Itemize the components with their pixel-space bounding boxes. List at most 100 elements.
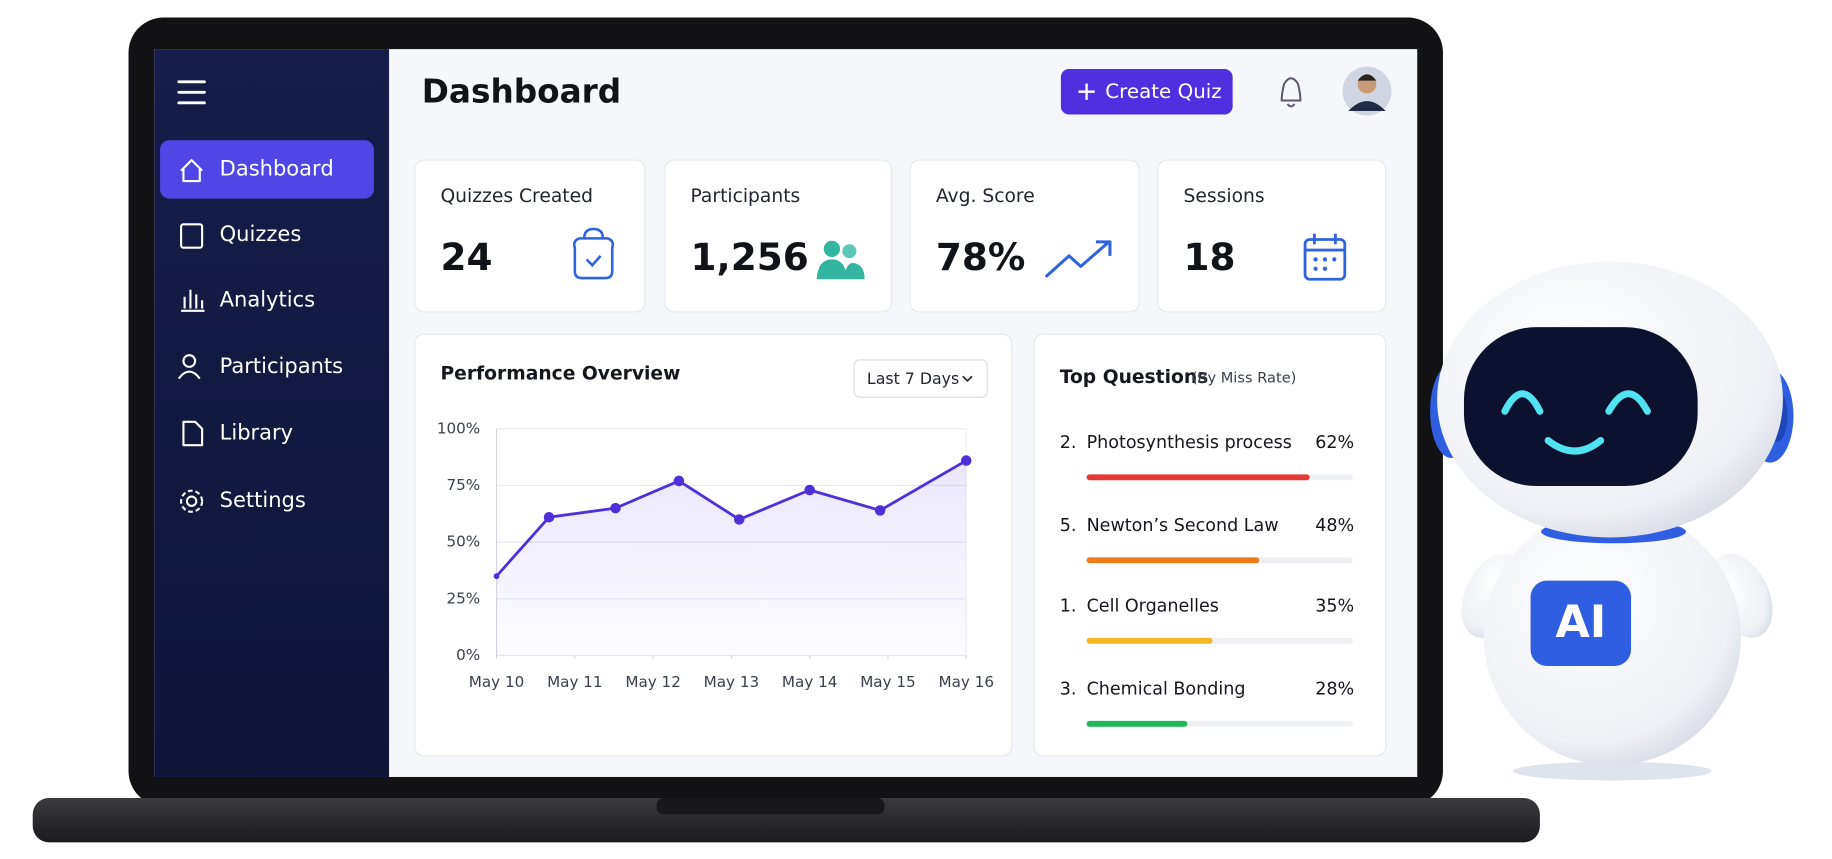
calendar-dot [1313, 266, 1318, 271]
dropdown-caret [962, 375, 973, 383]
calendar-dot [1322, 266, 1328, 271]
x-tick-label: May 13 [704, 673, 760, 691]
avatar-hair [1357, 74, 1377, 81]
library-icon [182, 420, 204, 447]
settings-icon [180, 489, 204, 513]
nav-item[interactable]: Participants [220, 353, 343, 378]
point [733, 514, 745, 525]
robot-visor [1463, 327, 1698, 487]
stat-value: 24 [440, 235, 492, 279]
question-text: Cell Organelles [1087, 596, 1219, 616]
robot-mouth [1544, 436, 1605, 455]
questions-title: Top Questions [1060, 367, 1209, 388]
home-icon [180, 159, 203, 183]
participants-icon [842, 244, 857, 259]
x-tick-label: May 16 [938, 673, 994, 691]
point [960, 455, 972, 466]
nav-item[interactable]: Settings [220, 487, 306, 512]
y-tick-label: 75% [446, 476, 480, 494]
stat-card [1157, 159, 1387, 313]
dropdown-label: Last 7 Days [867, 369, 959, 388]
miss-rate-bar [1086, 557, 1260, 564]
quiz-stat-icon [585, 255, 602, 268]
range-dropdown[interactable]: Last 7 Days [853, 359, 988, 398]
laptop-notch [656, 798, 885, 815]
analytics-icon [181, 289, 205, 312]
people-icon [177, 370, 201, 380]
stat-card [909, 159, 1140, 313]
point [804, 484, 815, 496]
robot-badge-label: AI [1555, 597, 1606, 648]
question-list: 2. Photosynthesis process 62% 5. Newton’s Se… [1060, 433, 1354, 727]
x-tick-label: May 10 [469, 673, 525, 691]
page-title: Dashboard [422, 72, 621, 110]
stat-label: Avg. Score [936, 186, 1035, 207]
people-icon [182, 354, 197, 368]
point [543, 511, 555, 523]
create-quiz-button[interactable]: Create Quiz [1060, 68, 1233, 115]
robot: AI [1430, 261, 1794, 781]
stat-value: 18 [1184, 235, 1236, 279]
calendar-icon [1305, 233, 1345, 252]
stat-label: Participants [691, 186, 801, 207]
quiz-stat-icon [572, 227, 615, 280]
x-tick-label: May 12 [625, 673, 681, 691]
y-tick-label: 25% [446, 589, 480, 607]
robot-shadow [1513, 761, 1712, 781]
robot-badge [1530, 580, 1632, 666]
menu-button[interactable] [177, 80, 206, 105]
calendar-dot [1332, 257, 1337, 262]
bell-icon[interactable] [1280, 77, 1302, 108]
participants-icon [823, 240, 841, 258]
question-text: Newton’s Second Law [1087, 516, 1279, 536]
stat-label: Quizzes Created [440, 186, 592, 207]
quiz-icon [180, 223, 204, 249]
x-tick-label: May 15 [860, 673, 916, 691]
questions-subtitle: (By Miss Rate) [1192, 370, 1297, 387]
nav-icons [177, 159, 205, 513]
miss-rate: 28% [1315, 679, 1354, 699]
miss-rate: 48% [1315, 516, 1354, 536]
plot: 0% 25% 50% 75% 100% May 10 May 11 May 12 May 13 M… [437, 419, 994, 691]
question-rank: 1. [1060, 596, 1077, 616]
miss-rate-bar [1086, 637, 1213, 644]
nav-item[interactable]: Quizzes [220, 221, 302, 246]
button-bg [1060, 68, 1233, 115]
miss-rate-bar [1086, 720, 1188, 727]
avatar[interactable] [1342, 66, 1392, 116]
question-text: Chemical Bonding [1087, 679, 1246, 699]
settings-icon [185, 495, 198, 507]
x-tick-label: May 14 [782, 673, 838, 691]
question-rank: 2. [1060, 433, 1077, 453]
stat-value: 78% [936, 235, 1025, 279]
robot-eye [1605, 390, 1651, 415]
chart-title: Performance Overview [440, 363, 680, 384]
y-tick-label: 100% [437, 419, 480, 437]
point [610, 502, 621, 514]
y-tick-label: 50% [446, 533, 480, 551]
calendar-dot [1313, 257, 1318, 262]
miss-rate-bar [1086, 474, 1310, 481]
nav-item[interactable]: Dashboard [220, 155, 334, 180]
plus-icon [1078, 83, 1095, 100]
miss-rate: 35% [1315, 596, 1354, 616]
nav-item[interactable]: Analytics [220, 286, 315, 311]
robot-face [1501, 390, 1651, 455]
point [874, 505, 886, 516]
robot-eye [1501, 390, 1544, 415]
laptop-base [32, 798, 1540, 843]
stat-value: 1,256 [691, 235, 809, 279]
line [495, 459, 967, 578]
point [493, 573, 500, 580]
point [673, 475, 685, 487]
dropdown-bg [853, 359, 988, 398]
button-label: Create Quiz [1105, 80, 1221, 103]
questions-card [1033, 333, 1387, 757]
avatar-shirt [1348, 101, 1386, 112]
trend-icon [1044, 240, 1112, 279]
calendar-icon [1303, 238, 1347, 281]
nav-item[interactable]: Library [220, 419, 293, 444]
